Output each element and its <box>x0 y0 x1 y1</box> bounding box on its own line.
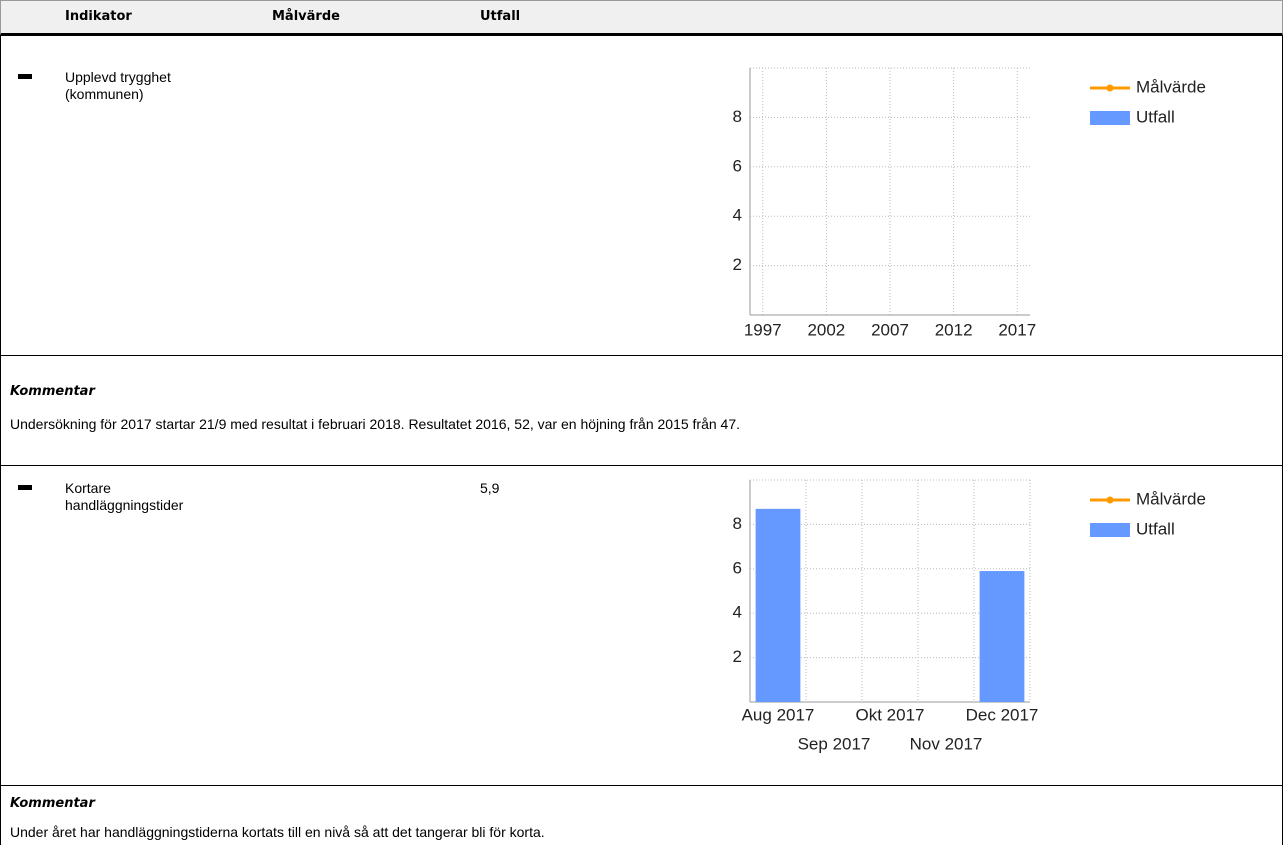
y-tick-label: 8 <box>733 514 742 533</box>
x-tick-label: 1997 <box>744 320 782 339</box>
comment: Under året har handläggningstiderna kort… <box>10 824 545 840</box>
header-bar <box>0 0 1283 36</box>
legend-label: Målvärde <box>1136 489 1206 508</box>
y-tick-label: 6 <box>733 156 742 175</box>
column-header: Målvärde <box>272 9 340 24</box>
collapse-icon[interactable] <box>18 74 32 79</box>
legend-label: Utfall <box>1136 107 1175 126</box>
x-tick-label: 2017 <box>998 320 1036 339</box>
row-line <box>0 465 1283 466</box>
x-tick-label: Okt 2017 <box>856 705 925 724</box>
x-tick-label: Nov 2017 <box>910 734 983 753</box>
y-tick-label: 2 <box>733 255 742 274</box>
collapse-icon[interactable] <box>18 485 32 490</box>
legend-swatch <box>1106 84 1114 92</box>
column-header: Indikator <box>65 9 132 24</box>
y-tick-label: 4 <box>733 603 742 622</box>
row-line <box>0 355 1283 356</box>
y-tick-label: 2 <box>733 647 742 666</box>
legend-label: Målvärde <box>1136 77 1206 96</box>
border <box>0 35 1 845</box>
comment-label: Kommentar <box>10 796 95 811</box>
row-line <box>0 785 1283 786</box>
indicator-name: Kortare handläggningstider <box>65 480 184 513</box>
bar <box>979 571 1025 702</box>
comment-label: Kommentar <box>10 384 95 399</box>
y-tick-label: 6 <box>733 558 742 577</box>
x-tick-label: Dec 2017 <box>966 705 1039 724</box>
bar <box>755 508 801 702</box>
comment: Undersökning för 2017 startar 21/9 med r… <box>10 416 741 432</box>
legend-label: Utfall <box>1136 519 1175 538</box>
legend-swatch <box>1106 496 1114 504</box>
x-tick-label: Aug 2017 <box>742 705 815 724</box>
x-tick-label: 2012 <box>935 320 973 339</box>
column-header: Utfall <box>480 9 521 24</box>
y-tick-label: 8 <box>733 107 742 126</box>
legend-swatch <box>1090 523 1130 537</box>
x-tick-label: 2007 <box>871 320 909 339</box>
indicator-name: Upplevd trygghet (kommunen) <box>65 69 171 102</box>
x-tick-label: 2002 <box>807 320 845 339</box>
x-tick-label: Sep 2017 <box>798 734 871 753</box>
legend-swatch <box>1090 111 1130 125</box>
y-tick-label: 4 <box>733 206 742 225</box>
outcome: 5,9 <box>480 480 500 496</box>
